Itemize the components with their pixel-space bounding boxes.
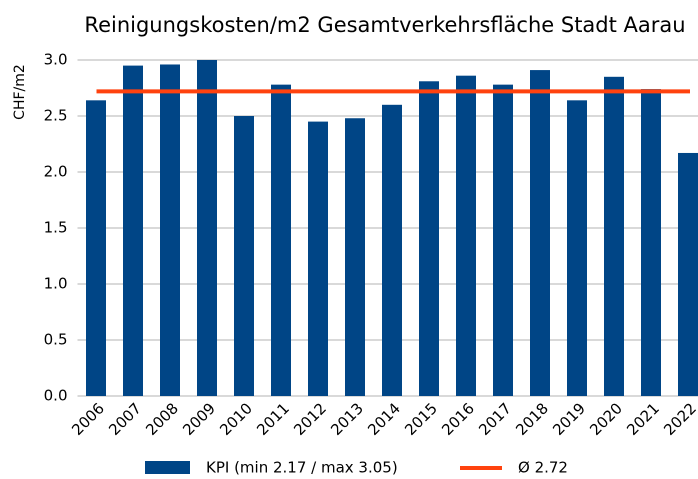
chart-title: Reinigungskosten/m2 Gesamtverkehrsfläche…: [84, 13, 685, 37]
bar: [234, 116, 254, 396]
y-tick-label: 1.5: [44, 219, 68, 237]
legend-label: KPI (min 2.17 / max 3.05): [206, 459, 398, 477]
x-tick-label: 2013: [327, 399, 367, 439]
y-tick-label: 2.0: [44, 163, 68, 181]
y-tick-label: 3.0: [44, 51, 68, 69]
x-tick-label: 2021: [623, 399, 663, 439]
x-tick-label: 2011: [253, 399, 293, 439]
x-tick-label: 2010: [216, 399, 256, 439]
bar: [123, 65, 143, 396]
legend-swatch: [145, 461, 190, 474]
x-tick-label: 2012: [290, 399, 330, 439]
x-tick-label: 2016: [438, 399, 478, 439]
x-tick-label: 2015: [401, 399, 441, 439]
bar: [456, 75, 476, 396]
bar: [271, 84, 291, 396]
bar: [530, 70, 550, 396]
bars: [86, 60, 698, 396]
x-tick-label: 2022: [660, 399, 698, 439]
x-tick-label: 2009: [179, 399, 219, 439]
bar: [419, 81, 439, 396]
legend-label: Ø 2.72: [518, 459, 568, 477]
y-tick-label: 0.0: [44, 387, 68, 405]
x-tick-label: 2008: [142, 399, 182, 439]
bar: [678, 152, 698, 396]
bar: [197, 60, 217, 396]
bar: [308, 121, 328, 396]
bar: [604, 76, 624, 396]
x-tick-label: 2007: [105, 399, 145, 439]
x-tick-label: 2017: [475, 399, 515, 439]
bar: [641, 89, 661, 396]
x-tick-label: 2018: [512, 399, 552, 439]
y-tick-label: 2.5: [44, 107, 68, 125]
bar: [160, 64, 180, 396]
bar: [493, 84, 513, 396]
bar: [86, 100, 106, 396]
y-axis-label: CHF/m2: [12, 64, 28, 120]
x-tick-label: 2006: [68, 399, 108, 439]
y-tick-label: 1.0: [44, 275, 68, 293]
bar: [345, 118, 365, 396]
x-tick-label: 2019: [549, 399, 589, 439]
bar: [567, 100, 587, 396]
x-tick-label: 2020: [586, 399, 626, 439]
bar: [382, 104, 402, 396]
y-tick-label: 0.5: [44, 331, 68, 349]
x-tick-label: 2014: [364, 399, 404, 439]
